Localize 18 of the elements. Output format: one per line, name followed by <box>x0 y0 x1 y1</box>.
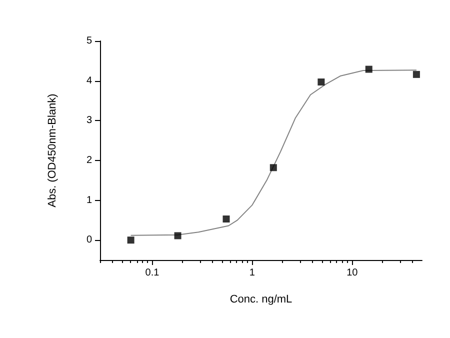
y-tick-label: 1 <box>86 194 92 206</box>
point <box>270 164 277 172</box>
y-tick-label: 3 <box>86 115 92 126</box>
x-tick-label: 1 <box>249 268 256 278</box>
y-tick-label: 0 <box>86 234 92 246</box>
point <box>412 70 420 78</box>
point <box>127 236 134 244</box>
x-axis-title: Conc. ng/mL <box>230 294 292 306</box>
y-tick-label: 4 <box>86 75 92 86</box>
x-tick-label: 10 <box>346 268 358 278</box>
y-tick-label: 5 <box>86 36 92 46</box>
point <box>222 215 230 222</box>
x-tick-label: 0.1 <box>145 268 160 278</box>
point <box>365 66 372 73</box>
point <box>318 78 325 86</box>
y-axis-title: Abs. (OD450nm-Blank) <box>46 94 58 208</box>
point <box>174 232 182 240</box>
y-tick-label: 2 <box>86 154 92 166</box>
